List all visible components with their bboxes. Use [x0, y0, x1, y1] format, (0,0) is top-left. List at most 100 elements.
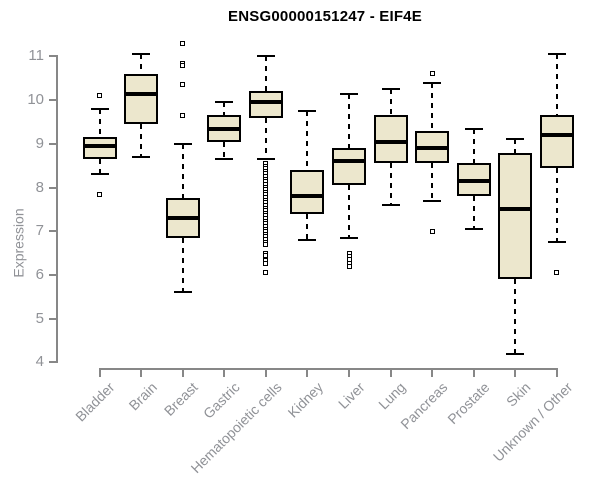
y-tick [48, 99, 56, 102]
box-hematopoietic-cells [248, 91, 283, 118]
whisker-cap-lower-pancreas [423, 199, 442, 202]
whisker-lower-brain [140, 124, 143, 157]
y-tick-label: 10 [27, 91, 44, 109]
whisker-upper-gastric [223, 102, 226, 116]
whisker-cap-upper-skin [506, 138, 525, 141]
outlier-point-liver [346, 263, 352, 269]
y-tick [48, 273, 56, 276]
box-unknown-other [539, 115, 574, 168]
whisker-upper-lung [389, 89, 392, 116]
outlier-point-pancreas [429, 228, 435, 234]
x-axis-line [98, 367, 558, 370]
outlier-point-bladder [97, 93, 103, 99]
whisker-lower-pancreas [431, 163, 434, 201]
y-tick [48, 186, 56, 189]
y-tick-label: 7 [35, 222, 44, 240]
whisker-lower-unknown-other [555, 167, 558, 243]
median-line-pancreas [415, 146, 450, 151]
whisker-cap-upper-unknown-other [547, 53, 566, 56]
y-tick-label: 5 [35, 309, 44, 327]
whisker-lower-kidney [306, 213, 309, 240]
whisker-cap-lower-gastric [215, 158, 234, 161]
y-tick [48, 55, 56, 58]
y-tick [48, 317, 56, 320]
median-line-skin [498, 207, 533, 212]
box-brain [124, 73, 159, 125]
whisker-lower-hematopoietic-cells [264, 117, 267, 160]
median-line-breast [165, 216, 200, 221]
median-line-prostate [456, 178, 491, 183]
whisker-cap-upper-gastric [215, 101, 234, 104]
whisker-cap-upper-brain [132, 53, 151, 56]
median-line-lung [373, 139, 408, 144]
whisker-cap-lower-bladder [90, 173, 109, 176]
whisker-cap-upper-breast [173, 142, 192, 145]
box-liver [332, 148, 366, 186]
y-axis-line [55, 55, 58, 364]
whisker-lower-bladder [98, 159, 101, 175]
whisker-upper-skin [514, 139, 517, 153]
median-line-liver [332, 159, 366, 164]
chart-title: ENSG00000151247 - EIF4E [228, 8, 422, 25]
whisker-cap-upper-hematopoietic-cells [256, 55, 275, 58]
x-axis-label-lung: Lung [375, 379, 409, 413]
x-axis-label-breast: Breast [161, 379, 202, 419]
whisker-cap-lower-lung [381, 203, 400, 206]
outlier-point-pancreas [429, 71, 435, 77]
whisker-lower-lung [389, 163, 392, 205]
whisker-cap-lower-brain [132, 155, 151, 158]
outlier-point-unknown-other [554, 270, 560, 276]
outlier-point-breast [180, 112, 186, 118]
x-tick [140, 369, 143, 377]
x-axis-label-unknown-other: Unknown / Other [489, 379, 576, 465]
x-tick [181, 369, 184, 377]
x-tick [514, 369, 517, 377]
whisker-cap-lower-liver [340, 236, 358, 239]
whisker-cap-upper-liver [340, 92, 358, 95]
whisker-cap-lower-breast [173, 291, 192, 294]
x-tick [306, 369, 309, 377]
x-tick [264, 369, 267, 377]
whisker-lower-liver [348, 185, 350, 238]
x-tick [389, 369, 392, 377]
whisker-cap-lower-skin [506, 352, 525, 355]
whisker-cap-lower-hematopoietic-cells [256, 158, 275, 161]
whisker-upper-bladder [98, 108, 101, 138]
whisker-upper-brain [140, 54, 143, 74]
x-tick [98, 369, 101, 377]
whisker-lower-gastric [223, 141, 226, 160]
outlier-point-hematopoietic-cells [263, 253, 269, 259]
x-tick [348, 369, 350, 377]
outlier-point-breast [180, 40, 186, 46]
box-bladder [82, 137, 117, 160]
whisker-cap-upper-kidney [298, 110, 317, 113]
x-tick [223, 369, 226, 377]
y-tick [48, 142, 56, 145]
x-axis-label-kidney: Kidney [284, 379, 326, 421]
x-tick [555, 369, 558, 377]
whisker-upper-pancreas [431, 82, 434, 131]
y-tick-label: 6 [35, 265, 44, 283]
box-skin [498, 152, 533, 280]
outlier-point-breast [180, 62, 186, 68]
y-tick-label: 8 [35, 178, 44, 196]
outlier-point-hematopoietic-cells [263, 242, 269, 248]
x-axis-label-brain: Brain [125, 379, 160, 414]
y-tick-label: 11 [28, 47, 44, 65]
whisker-upper-prostate [472, 128, 475, 164]
box-kidney [290, 170, 325, 214]
whisker-upper-kidney [306, 111, 309, 170]
outlier-point-breast [180, 82, 186, 88]
whisker-cap-lower-unknown-other [547, 241, 566, 244]
whisker-upper-liver [348, 93, 350, 149]
whisker-cap-lower-prostate [464, 228, 483, 230]
box-lung [373, 115, 408, 164]
whisker-cap-upper-prostate [464, 127, 483, 130]
median-line-hematopoietic-cells [248, 100, 283, 105]
median-line-kidney [290, 194, 325, 199]
whisker-lower-breast [181, 237, 184, 293]
x-axis-label-skin: Skin [502, 379, 534, 410]
outlier-point-bladder [97, 191, 103, 197]
